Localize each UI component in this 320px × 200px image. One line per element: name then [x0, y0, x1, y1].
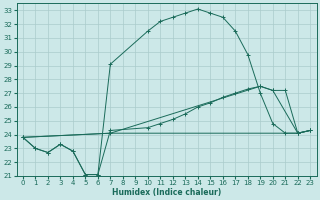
X-axis label: Humidex (Indice chaleur): Humidex (Indice chaleur): [112, 188, 221, 197]
